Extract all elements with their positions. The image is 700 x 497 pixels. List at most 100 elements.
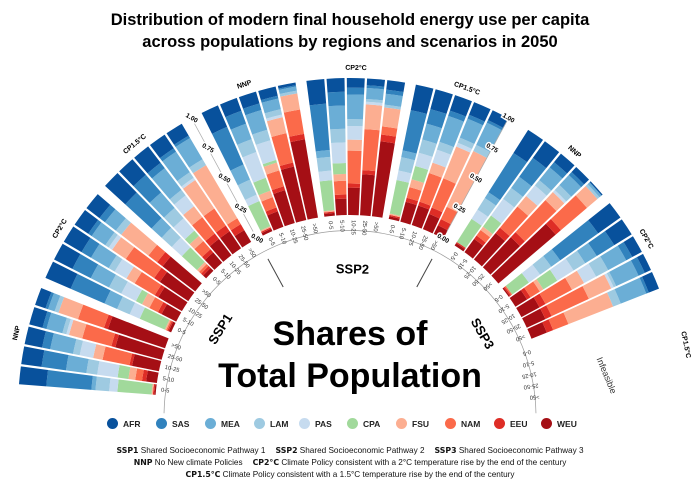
bar-segment-weu bbox=[324, 212, 335, 217]
bar-segment-sas bbox=[488, 152, 528, 201]
footnote-text: Shared Socioeconomic Pathway 2 bbox=[299, 446, 425, 455]
bar-segment-afr bbox=[588, 203, 621, 234]
scenario-label: NNP bbox=[236, 79, 253, 90]
bar-segment-fsu bbox=[347, 139, 363, 151]
bar-segment-nam bbox=[203, 208, 226, 233]
income-group-label: 0-5 bbox=[387, 224, 395, 234]
bar-segment-weu bbox=[422, 213, 440, 234]
bar-segment-weu bbox=[154, 384, 157, 395]
bar-segment-nam bbox=[148, 244, 166, 263]
income-group-label: 5-10 bbox=[181, 317, 194, 328]
bar-segment-afr bbox=[29, 307, 48, 328]
bar-segment-pas bbox=[456, 142, 473, 153]
legend-swatch bbox=[205, 418, 216, 429]
legend-label: AFR bbox=[123, 418, 141, 429]
bar-segment-nam bbox=[82, 324, 116, 347]
bar-segment-fsu bbox=[182, 180, 215, 217]
bar bbox=[516, 236, 642, 318]
legend-swatch bbox=[541, 418, 552, 429]
panel-ssp3 bbox=[454, 129, 660, 339]
bar-segment-cpa bbox=[456, 218, 482, 249]
bar-segment-nam bbox=[266, 170, 284, 191]
bar-segment-eeu bbox=[429, 207, 443, 219]
bar-segment-weu bbox=[400, 201, 417, 225]
bar-segment-fsu bbox=[93, 344, 106, 360]
bar-segment-eeu bbox=[437, 219, 452, 231]
bar-segment-fsu bbox=[112, 237, 135, 260]
income-group-label: >50 bbox=[429, 239, 439, 250]
bar-segment-weu bbox=[491, 223, 556, 284]
bar bbox=[45, 261, 176, 333]
bar-segment-weu bbox=[162, 256, 202, 292]
bar-segment-lam bbox=[95, 376, 111, 392]
bar bbox=[433, 110, 509, 239]
bar-segment-afr bbox=[201, 105, 228, 134]
bar-segment-eeu bbox=[265, 207, 278, 216]
bar-segment-afr bbox=[258, 86, 278, 101]
bar-segment-sas bbox=[385, 89, 404, 97]
axis-tick-label: 0.75 bbox=[201, 142, 216, 155]
scenario-label: CP1.5°C bbox=[453, 80, 481, 97]
bar bbox=[54, 243, 182, 322]
income-group-label: 10-25 bbox=[521, 370, 537, 379]
scenario-label: CP2°C bbox=[51, 217, 69, 239]
bar-segment-weu bbox=[464, 238, 484, 259]
bar-segment-nam bbox=[199, 263, 209, 274]
legend-label: NAM bbox=[461, 418, 481, 429]
bar-segment-mea bbox=[484, 192, 501, 206]
bar-segment-sas bbox=[88, 219, 102, 237]
legend-label: PAS bbox=[315, 418, 332, 429]
bar-segment-mea bbox=[401, 150, 417, 161]
bar-segment-mea bbox=[559, 175, 582, 197]
bar-segment-afr bbox=[532, 141, 560, 169]
bar-segment-pas bbox=[432, 149, 451, 168]
income-group-label: 0-5 bbox=[522, 348, 532, 356]
bar-segment-afr bbox=[277, 82, 296, 89]
bar-segment-fsu bbox=[164, 319, 171, 331]
ssp-label: SSP2 bbox=[336, 261, 370, 277]
scenario-group bbox=[105, 123, 252, 279]
bar bbox=[149, 134, 242, 255]
bar-segment-nam bbox=[476, 229, 491, 243]
infeasible-label: Infeasible bbox=[595, 356, 619, 395]
bar-segment-eeu bbox=[111, 333, 120, 348]
bar-segment-fsu bbox=[280, 93, 300, 113]
bar-segment-fsu bbox=[68, 319, 87, 339]
footnote-entry: SSP1 Shared Socioeconomic Pathway 1 bbox=[116, 446, 265, 455]
bar-segment-pas bbox=[266, 114, 283, 122]
bar-segment-sas bbox=[133, 174, 162, 203]
bar-segment-sas bbox=[551, 220, 599, 261]
bar bbox=[422, 102, 491, 234]
bar-segment-fsu bbox=[183, 206, 203, 226]
bar-segment-lam bbox=[62, 317, 71, 335]
bar-segment-eeu bbox=[167, 321, 174, 332]
bar bbox=[134, 146, 232, 262]
bar-segment-nam bbox=[166, 320, 172, 331]
value-axis bbox=[416, 118, 509, 288]
bar-segment-weu bbox=[454, 243, 465, 252]
scenario-label: NNP bbox=[12, 325, 22, 341]
bar-segment-fsu bbox=[189, 235, 204, 250]
footnote-abbr: CP1.5°C bbox=[185, 470, 221, 479]
bar bbox=[258, 86, 307, 223]
bar-segment-lam bbox=[108, 255, 123, 272]
bar-segment-lam bbox=[503, 187, 523, 208]
bar-segment-mea bbox=[439, 115, 464, 148]
bar-segment-eeu bbox=[347, 183, 361, 188]
bar-segment-sas bbox=[366, 85, 385, 90]
bar-segment-eeu bbox=[154, 284, 165, 298]
bar-segment-mea bbox=[609, 260, 639, 287]
bar-segment-nam bbox=[381, 126, 398, 137]
bar-segment-pas bbox=[471, 209, 489, 226]
footnote-entry: SSP2 Shared Socioeconomic Pathway 2 bbox=[275, 446, 424, 455]
bar-segment-lam bbox=[330, 128, 346, 144]
income-group-label: 10-25 bbox=[500, 312, 516, 325]
bar-segment-lam bbox=[279, 90, 298, 97]
bar-segment-cpa bbox=[319, 180, 335, 212]
bar bbox=[491, 181, 603, 284]
footnote-abbr: SSP2 bbox=[275, 446, 298, 455]
bar-segment-sas bbox=[327, 91, 345, 107]
bar-segment-weu bbox=[220, 231, 242, 255]
legend-swatch bbox=[107, 418, 118, 429]
income-group-label: >50 bbox=[529, 393, 539, 400]
